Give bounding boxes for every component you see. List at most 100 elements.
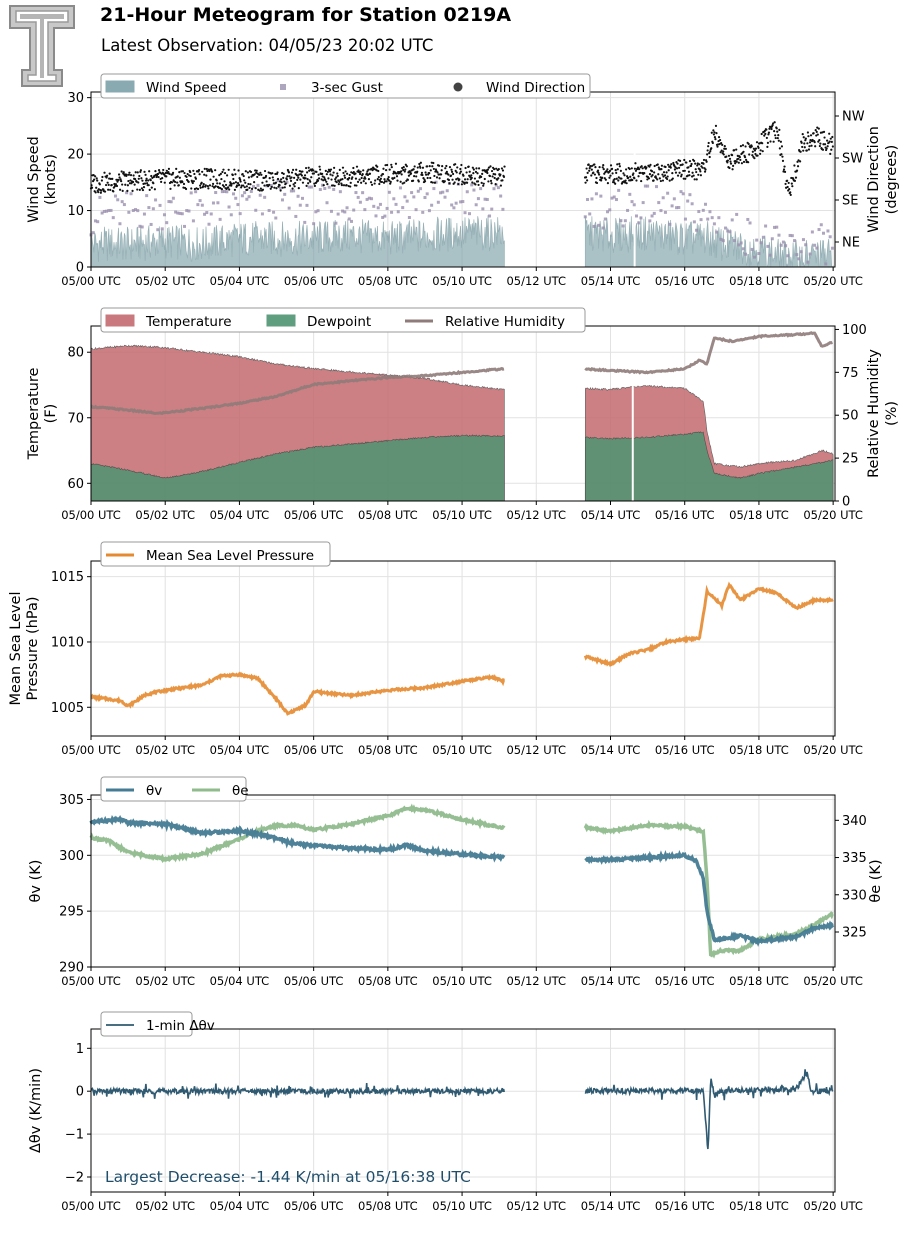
direction-point	[710, 147, 713, 150]
direction-point	[458, 178, 461, 181]
direction-point	[674, 171, 678, 174]
direction-point	[738, 156, 741, 159]
direction-point	[349, 181, 352, 184]
x-tick-label: 05/14 UTC	[581, 974, 641, 988]
gust-point	[450, 203, 454, 207]
direction-point	[393, 176, 396, 179]
direction-point	[590, 174, 593, 177]
direction-point	[366, 173, 369, 177]
direction-point	[737, 161, 740, 164]
direction-point	[128, 182, 132, 185]
direction-point	[233, 168, 236, 171]
y-tick-label: 1005	[51, 701, 84, 716]
direction-point	[284, 182, 287, 185]
direction-point	[708, 155, 711, 159]
direction-point	[204, 184, 207, 187]
gust-point	[220, 190, 224, 194]
y-tick-label: 80	[67, 346, 84, 361]
direction-point	[278, 184, 281, 187]
direction-point	[602, 164, 605, 167]
direction-point	[718, 143, 721, 146]
direction-point	[352, 171, 355, 174]
direction-point	[503, 165, 506, 168]
direction-point	[766, 141, 770, 144]
direction-point	[240, 186, 243, 189]
direction-point	[828, 132, 831, 135]
direction-point	[654, 175, 657, 178]
direction-point	[632, 172, 635, 175]
gust-point	[724, 226, 728, 230]
gust-point	[737, 243, 741, 247]
direction-point	[342, 171, 345, 175]
direction-point	[211, 185, 214, 188]
x-tick-label: 05/04 UTC	[210, 1199, 270, 1213]
direction-point	[133, 183, 136, 186]
direction-point	[803, 146, 806, 149]
direction-point	[312, 172, 315, 175]
direction-point	[203, 167, 206, 170]
gust-point	[214, 191, 218, 195]
direction-point	[358, 178, 361, 181]
direction-point	[669, 166, 672, 169]
x-tick-label: 05/20 UTC	[803, 274, 863, 288]
direction-point	[717, 136, 721, 139]
direction-point	[626, 175, 629, 178]
direction-point	[243, 186, 246, 189]
direction-point	[330, 178, 333, 181]
direction-point	[417, 180, 420, 183]
right-tick-label: SE	[842, 194, 858, 209]
direction-point	[202, 183, 205, 186]
direction-point	[423, 180, 427, 183]
gust-point	[439, 191, 443, 195]
direction-point	[136, 188, 139, 191]
gust-point	[287, 206, 291, 210]
direction-point	[386, 163, 389, 167]
direction-point	[419, 166, 422, 169]
direction-point	[649, 163, 652, 166]
direction-point	[830, 148, 833, 151]
direction-point	[465, 171, 468, 174]
direction-point	[94, 175, 97, 178]
direction-point	[148, 170, 151, 173]
gust-point	[599, 194, 603, 198]
direction-point	[246, 171, 249, 174]
direction-point	[280, 181, 283, 184]
direction-point	[378, 182, 381, 186]
direction-point	[735, 148, 738, 151]
direction-point	[684, 177, 687, 180]
legend: Mean Sea Level Pressure	[100, 541, 331, 567]
gust-point	[719, 237, 723, 241]
direction-point	[791, 185, 794, 188]
direction-point	[412, 168, 415, 171]
direction-point	[367, 168, 370, 171]
gust-point	[610, 196, 614, 200]
direction-point	[690, 162, 693, 166]
gust-point	[412, 195, 416, 199]
legend-box	[100, 307, 586, 333]
direction-point	[704, 168, 707, 171]
right-tick-label: 100	[842, 323, 867, 338]
direction-point	[624, 179, 627, 182]
direction-point	[628, 179, 631, 182]
direction-point	[334, 178, 337, 181]
direction-point	[499, 173, 502, 176]
direction-point	[272, 179, 275, 182]
direction-point	[232, 177, 235, 181]
direction-point	[141, 179, 144, 182]
gust-point	[681, 192, 685, 196]
direction-point	[318, 165, 321, 168]
delta-theta-line	[584, 1069, 834, 1150]
gust-point	[109, 208, 113, 212]
direction-point	[486, 171, 489, 175]
direction-point	[822, 130, 826, 133]
direction-point	[757, 146, 760, 150]
gust-point	[167, 200, 171, 204]
direction-point	[342, 184, 346, 187]
y-axis-label: (knots)	[43, 154, 59, 205]
gust-point	[332, 187, 336, 191]
direction-point	[101, 175, 104, 179]
direction-point	[774, 136, 777, 140]
direction-point	[395, 172, 398, 175]
direction-point	[206, 185, 209, 188]
direction-point	[281, 186, 284, 189]
